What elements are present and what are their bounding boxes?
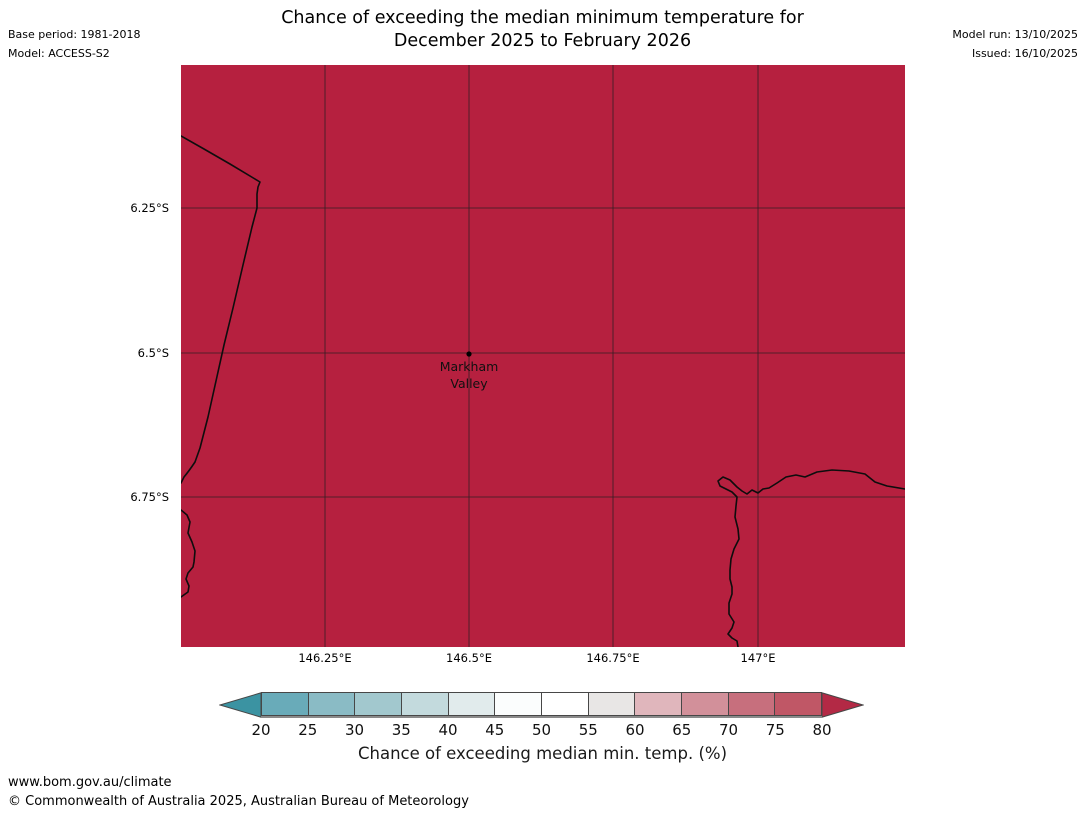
place-label-line-2: Valley [450, 375, 488, 391]
model-run-block: Model run: 13/10/2025 Issued: 16/10/2025 [952, 25, 1078, 63]
colorbar-tick: 35 [391, 721, 411, 739]
place-label-line-1: Markham [439, 359, 499, 374]
place-label: Markham Valley [369, 359, 569, 392]
colorbar-tick: 25 [298, 721, 318, 739]
title-line-2: December 2025 to February 2026 [393, 31, 692, 51]
colorbar-cell [541, 692, 588, 716]
colorbar-tick: 80 [812, 721, 832, 739]
colorbar-cells [261, 692, 823, 718]
map-overlay-svg [181, 65, 905, 647]
colorbar-tick: 50 [531, 721, 552, 739]
colorbar-cell [354, 692, 402, 716]
y-axis-label-65s: 6.5°S [137, 346, 169, 360]
colorbar-left-arrow [219, 692, 261, 718]
title-line-1: Chance of exceeding the median minimum t… [281, 8, 804, 28]
x-axis-label-14625e: 146.25°E [298, 651, 352, 665]
map-canvas: Markham Valley [181, 65, 905, 647]
colorbar-right-arrow [822, 692, 864, 718]
colorbar-cell [261, 692, 308, 716]
footer-url: www.bom.gov.au/climate [8, 775, 172, 790]
colorbar-cell [774, 692, 823, 716]
colorbar-tick: 60 [625, 721, 645, 739]
colorbar-cell [494, 692, 542, 716]
colorbar-cell [307, 692, 355, 716]
x-axis-label-14675e: 146.75°E [586, 651, 640, 665]
colorbar-tick: 20 [251, 721, 271, 739]
colorbar-cell [634, 692, 682, 716]
x-axis-label-1465e: 146.5°E [446, 651, 492, 665]
colorbar-tick: 45 [485, 721, 505, 739]
colorbar-tick: 70 [718, 721, 739, 739]
base-period-block: Base period: 1981-2018 Model: ACCESS-S2 [8, 25, 140, 63]
coastline [181, 135, 905, 647]
colorbar-cell [681, 692, 728, 716]
colorbar-caption: Chance of exceeding median min. temp. (%… [357, 744, 728, 763]
model-text: Model: ACCESS-S2 [8, 47, 110, 60]
colorbar-cell [447, 692, 495, 716]
x-axis-label-147e: 147°E [740, 651, 776, 665]
colorbar-tick: 55 [578, 721, 598, 739]
colorbar-tick-labels: 20 25 30 35 40 45 50 55 60 65 70 75 80 [219, 721, 865, 739]
graticule-gridlines [181, 65, 905, 647]
colorbar-cell [401, 692, 448, 716]
colorbar-tick: 65 [672, 721, 692, 739]
colorbar-tick: 75 [765, 721, 785, 739]
footer-copyright: © Commonwealth of Australia 2025, Austra… [8, 794, 469, 809]
location-marker-dot [466, 351, 472, 357]
model-run-text: Model run: 13/10/2025 [952, 28, 1078, 41]
colorbar-cell [587, 692, 635, 716]
colorbar-tick: 40 [438, 721, 458, 739]
colorbar: 20 25 30 35 40 45 50 55 60 65 70 75 80 [219, 692, 865, 739]
base-period-text: Base period: 1981-2018 [8, 28, 141, 41]
y-axis-label-675s: 6.75°S [130, 490, 169, 504]
colorbar-tick: 30 [344, 721, 365, 739]
colorbar-cell [727, 692, 775, 716]
issued-text: Issued: 16/10/2025 [971, 47, 1078, 60]
page-title: Chance of exceeding the median minimum t… [0, 7, 1085, 53]
y-axis-label-625s: 6.25°S [130, 201, 169, 215]
